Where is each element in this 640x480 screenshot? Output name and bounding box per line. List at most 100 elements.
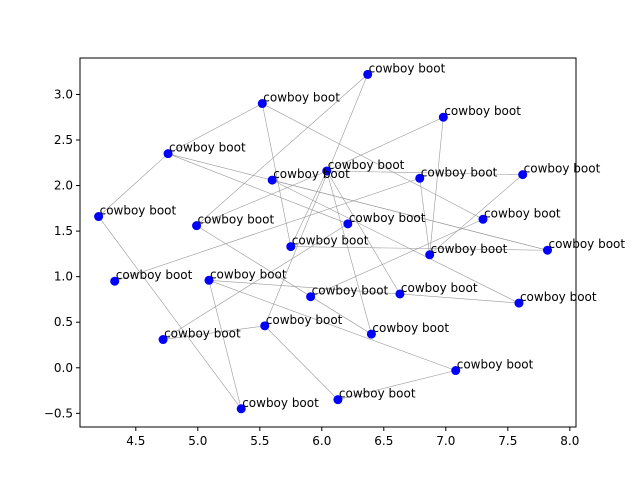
point-label: cowboy boot [444, 104, 521, 118]
edge-line [264, 74, 368, 326]
data-point [286, 242, 296, 252]
point-label: cowboy boot [349, 211, 426, 225]
point-label: cowboy boot [431, 242, 508, 256]
point-label: cowboy boot [169, 141, 246, 155]
edge-line [290, 246, 548, 251]
data-point [163, 149, 173, 159]
edge-line [208, 280, 400, 295]
y-tick-label: 0.0 [54, 361, 73, 375]
x-tick-label: 7.5 [498, 434, 517, 448]
edge-line [290, 170, 328, 247]
point-label: cowboy boot [548, 237, 625, 251]
data-point [322, 166, 332, 176]
data-point [363, 69, 373, 79]
point-label: cowboy boot [164, 327, 241, 341]
x-tick-label: 6.0 [312, 434, 331, 448]
point-label: cowboy boot [312, 284, 389, 298]
data-point [425, 250, 435, 260]
point-label: cowboy boot [116, 268, 193, 282]
point-label: cowboy boot [421, 165, 498, 179]
data-point [158, 335, 168, 345]
point-label: cowboy boot [242, 396, 319, 410]
edge-line [163, 325, 265, 340]
x-axis: 4.5 5.0 5.5 6.0 6.5 7.0 7.5 8.0 [126, 427, 579, 448]
edge-line [98, 216, 242, 409]
data-point [204, 275, 214, 285]
edge-line [326, 170, 523, 175]
point-label: cowboy boot [457, 358, 534, 372]
data-point [438, 112, 448, 122]
edge-line [272, 179, 548, 251]
y-tick-label: 1.5 [54, 224, 73, 238]
data-point [260, 321, 270, 331]
edge-line [419, 178, 430, 255]
x-tick-label: 7.0 [436, 434, 455, 448]
data-point [514, 298, 524, 308]
data-point [542, 245, 552, 255]
point-label: cowboy boot [484, 206, 561, 220]
y-tick-label: 1.0 [54, 270, 73, 284]
edge-line [262, 103, 484, 220]
data-point [267, 175, 277, 185]
edge-line [399, 293, 519, 304]
edge-line [208, 280, 242, 409]
edge-line [167, 103, 263, 154]
data-point [343, 219, 353, 229]
edge-line [114, 177, 420, 282]
edge-line [98, 153, 169, 217]
point-label: cowboy boot [369, 61, 446, 75]
edge-line [196, 74, 368, 226]
y-axis: −0.5 0.0 0.5 1.0 1.5 2.0 2.5 3.0 [44, 87, 80, 420]
points-layer [94, 69, 552, 414]
data-point [236, 404, 246, 414]
data-point [451, 366, 461, 376]
data-point [110, 276, 120, 286]
edge-line [272, 179, 520, 304]
point-label: cowboy boot [273, 167, 350, 181]
y-tick-label: 2.0 [54, 179, 73, 193]
edges-layer [98, 74, 548, 409]
point-label: cowboy boot [372, 321, 449, 335]
x-tick-label: 4.5 [126, 434, 145, 448]
y-tick-label: −0.5 [44, 406, 73, 420]
point-label: cowboy boot [292, 234, 369, 248]
point-label: cowboy boot [339, 387, 416, 401]
edge-line [326, 170, 401, 295]
data-point [306, 292, 316, 302]
point-label: cowboy boot [328, 158, 405, 172]
point-label: cowboy boot [198, 213, 275, 227]
data-point [415, 173, 425, 183]
edge-line [196, 170, 327, 226]
point-label: cowboy boot [524, 162, 601, 176]
point-label: cowboy boot [100, 204, 177, 218]
edge-line [326, 116, 444, 172]
edge-line [337, 370, 456, 400]
plot-area-frame [79, 57, 577, 428]
y-tick-label: 3.0 [54, 87, 73, 101]
data-point [94, 212, 104, 222]
edge-line [261, 103, 292, 247]
edge-line [429, 174, 523, 256]
point-label: cowboy boot [263, 91, 340, 105]
edge-line [196, 225, 372, 335]
x-tick-label: 5.5 [250, 434, 269, 448]
edge-line [162, 223, 348, 340]
edge-line [326, 170, 372, 335]
data-point [366, 329, 376, 339]
data-point [257, 99, 267, 109]
y-tick-label: 2.5 [54, 133, 73, 147]
edge-line [429, 117, 444, 255]
edge-line [167, 153, 348, 225]
x-tick-label: 8.0 [560, 434, 579, 448]
data-point [518, 170, 528, 180]
edge-line [264, 325, 339, 400]
point-label: cowboy boot [520, 290, 597, 304]
data-point [192, 221, 202, 231]
point-label: cowboy boot [210, 267, 287, 281]
point-label: cowboy boot [401, 281, 478, 295]
data-point [478, 214, 488, 224]
data-point [395, 289, 405, 299]
